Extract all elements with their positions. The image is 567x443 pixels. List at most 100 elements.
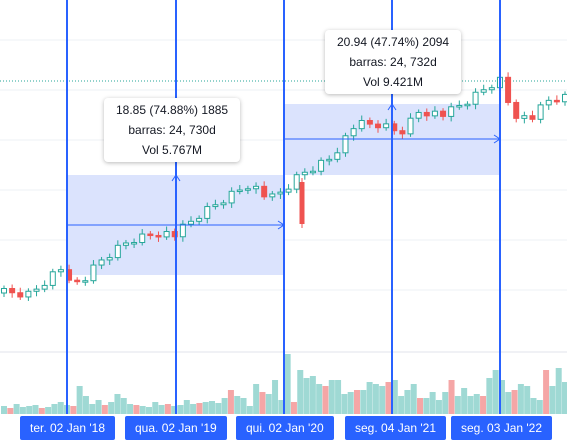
volume-bar <box>19 407 26 414</box>
volume-bar <box>171 406 178 414</box>
candle-body <box>253 185 260 190</box>
volume-bar <box>209 401 216 414</box>
volume-bar <box>82 396 89 414</box>
candle-body <box>147 233 154 237</box>
volume-bar <box>385 382 392 414</box>
candle-body <box>163 231 170 238</box>
date-label-2018: ter. 02 Jan '18 <box>20 416 116 440</box>
measure-volume: Vol 9.421M <box>363 75 424 89</box>
volume-bar <box>347 392 354 414</box>
volume-bar <box>108 402 115 414</box>
candle-body <box>553 99 560 103</box>
candle-body <box>139 233 146 244</box>
candle-body <box>383 123 390 129</box>
measure-tooltip-2: 20.94 (47.74%) 2094 barras: 24, 732d Vol… <box>325 30 462 94</box>
candle-body <box>236 189 243 193</box>
volume-bar <box>234 396 241 414</box>
candle-body <box>57 269 64 273</box>
candle-body <box>171 231 178 238</box>
candle-body <box>293 174 300 190</box>
volume-bar <box>227 390 234 414</box>
volume-bar <box>429 392 436 414</box>
candle-body <box>350 128 357 137</box>
volume-bar <box>70 406 77 414</box>
candle-body <box>90 264 97 282</box>
volume-bar <box>480 396 487 414</box>
volume-bar <box>423 398 430 414</box>
candle-body <box>480 89 487 93</box>
volume-bar <box>259 392 266 414</box>
candle-body <box>521 115 528 119</box>
candle-body <box>228 190 235 204</box>
candle-body <box>375 123 381 129</box>
candle-body <box>309 170 316 174</box>
candle-body <box>131 242 138 245</box>
volume-bar <box>435 400 442 414</box>
candle-body <box>456 105 463 108</box>
candle-body <box>334 152 341 160</box>
volume-bar <box>486 378 493 414</box>
volume-bar <box>190 404 197 414</box>
candle-body <box>269 193 276 198</box>
candle-body <box>529 115 536 120</box>
candle-body <box>122 242 129 246</box>
candle-body <box>423 111 430 117</box>
candle-body <box>326 158 333 162</box>
candle-body <box>244 188 251 191</box>
volume-bar <box>57 402 64 414</box>
candle-body <box>261 185 268 198</box>
volume-bar <box>7 408 14 414</box>
candle-body <box>299 182 305 224</box>
volume-bar <box>328 380 335 414</box>
measure-arrow-vertical <box>387 103 397 111</box>
measure-change: 18.85 (74.88%) 1885 <box>116 103 229 117</box>
candle-body <box>545 99 552 106</box>
candle-body <box>407 117 414 135</box>
candle-body <box>448 106 455 117</box>
volume-bar <box>442 392 449 414</box>
candle-body <box>196 217 203 222</box>
candle-body <box>179 223 186 238</box>
volume-bar <box>335 380 342 414</box>
volume-bar <box>246 406 253 414</box>
volume-bar <box>32 405 39 414</box>
candle-body <box>472 91 479 105</box>
candle-body <box>431 110 438 117</box>
volume-bar <box>316 384 323 414</box>
candle-body <box>399 130 406 135</box>
volume-bar <box>127 404 134 414</box>
date-label-2019: qua. 02 Jan '19 <box>125 416 227 440</box>
candle-body <box>415 111 422 119</box>
candle-body <box>440 110 447 117</box>
candle-body <box>342 135 349 154</box>
volume-bar <box>543 370 550 414</box>
candle-body <box>505 76 512 103</box>
volume-bar <box>562 382 567 414</box>
volume-bar <box>51 404 58 414</box>
volume-bar <box>517 384 524 414</box>
volume-bar <box>448 380 455 414</box>
volume-bar <box>215 403 222 414</box>
candle-body <box>318 159 325 172</box>
candle-body <box>74 279 81 283</box>
volume-bar <box>341 394 348 414</box>
measure-arrow-horizontal-head <box>493 134 501 144</box>
candle-body <box>155 234 162 238</box>
volume-bar <box>1 406 7 414</box>
volume-bar <box>360 390 367 414</box>
volume-bar <box>253 384 260 414</box>
volume-bar <box>272 380 279 414</box>
volume-bar <box>379 386 386 414</box>
volume-bar <box>303 378 310 414</box>
measure-change: 20.94 (47.74%) 2094 <box>337 35 450 49</box>
volume-bar <box>417 398 424 414</box>
volume-bar <box>549 386 556 414</box>
candle-body <box>358 120 365 130</box>
volume-bar <box>95 400 102 414</box>
candle-body <box>464 103 471 107</box>
volume-bar <box>101 405 108 414</box>
volume-bar <box>76 386 83 414</box>
measure-bars: barras: 24, 730d <box>128 123 216 137</box>
volume-bar <box>524 386 531 414</box>
